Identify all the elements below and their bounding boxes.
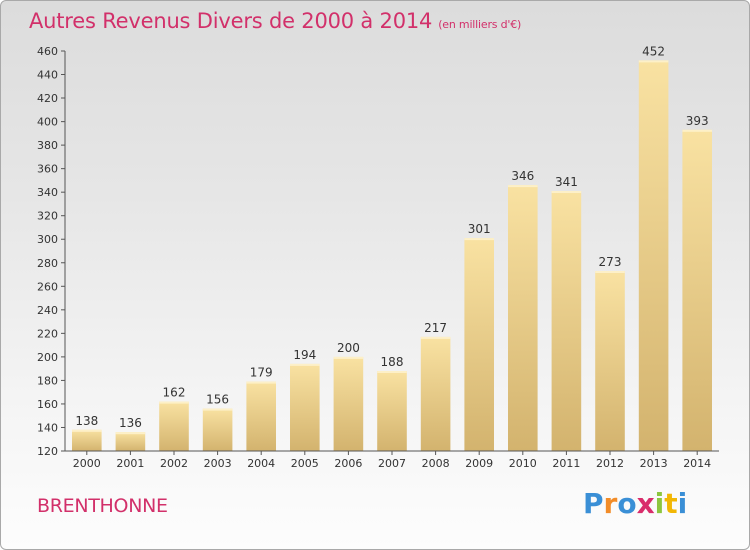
bar-top-highlight xyxy=(595,271,625,273)
y-tick-label-220: 220 xyxy=(37,327,58,340)
bar-top-highlight xyxy=(377,371,407,373)
x-tick-label-2011: 2011 xyxy=(552,457,580,470)
bar-2012 xyxy=(595,271,625,451)
bar-2009 xyxy=(464,238,494,451)
x-tick-label-2000: 2000 xyxy=(73,457,101,470)
bar-top-highlight xyxy=(72,429,102,432)
bar-top-highlight xyxy=(333,356,364,359)
bar-top-highlight xyxy=(246,381,276,384)
bar-top-highlight xyxy=(638,60,669,63)
proxiti-logo: Proxiti xyxy=(583,487,687,520)
bar-top-highlight xyxy=(115,432,146,435)
x-tick-label-2012: 2012 xyxy=(596,457,624,470)
data-label-2010: 346 xyxy=(511,169,534,183)
x-tick-label-2002: 2002 xyxy=(160,457,188,470)
data-label-2006: 200 xyxy=(337,341,360,355)
bar-2005 xyxy=(290,363,320,451)
y-tick-label-180: 180 xyxy=(37,374,58,387)
bar-2010 xyxy=(508,185,538,451)
data-label-2013: 452 xyxy=(642,44,665,58)
bar-2008 xyxy=(420,336,451,451)
y-tick-label-260: 260 xyxy=(37,280,58,293)
bar-top-highlight xyxy=(464,238,494,241)
bars-layer: 138 136 162 156 179 194 200 188 217 301 346 341 273 4… xyxy=(72,44,712,452)
bar-top-highlight xyxy=(682,129,712,132)
y-tick-label-340: 340 xyxy=(37,186,58,199)
x-tick-label-2013: 2013 xyxy=(640,457,668,470)
bar-top-highlight xyxy=(420,336,451,339)
x-tick-label-2009: 2009 xyxy=(465,457,493,470)
bar-2013 xyxy=(638,60,669,452)
y-tick-label-380: 380 xyxy=(37,139,58,152)
y-tick-label-420: 420 xyxy=(37,92,58,105)
bar-2002 xyxy=(159,401,189,451)
data-label-2007: 188 xyxy=(381,355,404,369)
data-label-2012: 273 xyxy=(599,255,622,269)
data-label-2005: 194 xyxy=(293,348,316,362)
x-tick-label-2001: 2001 xyxy=(116,457,144,470)
x-tick-label-2003: 2003 xyxy=(204,457,232,470)
y-tick-label-300: 300 xyxy=(37,233,58,246)
logo-letter: i xyxy=(677,487,688,520)
y-tick-label-280: 280 xyxy=(37,257,58,270)
chart-subtitle: (en milliers d'€) xyxy=(438,18,522,31)
bar-2001 xyxy=(115,432,146,451)
x-tick-label-2005: 2005 xyxy=(291,457,319,470)
bar-2003 xyxy=(202,408,233,451)
data-label-2002: 162 xyxy=(163,386,186,400)
logo-letter: x xyxy=(636,487,655,520)
bar-top-highlight xyxy=(508,185,538,188)
y-tick-label-200: 200 xyxy=(37,351,58,364)
bar-2006 xyxy=(333,356,364,451)
x-tick-label-2007: 2007 xyxy=(378,457,406,470)
data-label-2004: 179 xyxy=(250,366,273,380)
data-label-2011: 341 xyxy=(555,175,578,189)
chart-title: Autres Revenus Divers de 2000 à 2014 (en … xyxy=(29,9,521,33)
x-tick-label-2014: 2014 xyxy=(683,457,711,470)
bar-2014 xyxy=(682,129,712,452)
data-label-2000: 138 xyxy=(75,414,98,428)
data-label-2009: 301 xyxy=(468,222,491,236)
bar-2000 xyxy=(72,429,102,451)
logo-letter: r xyxy=(603,487,618,520)
y-tick-label-460: 460 xyxy=(37,45,58,58)
x-tick-label-2008: 2008 xyxy=(422,457,450,470)
bar-2011 xyxy=(551,191,582,451)
y-tick-label-400: 400 xyxy=(37,116,58,129)
data-label-2003: 156 xyxy=(206,393,229,407)
bar-top-highlight xyxy=(202,408,233,411)
location-label: BRENTHONNE xyxy=(37,495,168,517)
data-label-2001: 136 xyxy=(119,416,142,430)
bar-top-highlight xyxy=(551,191,582,193)
bar-top-highlight xyxy=(290,363,320,366)
x-tick-label-2010: 2010 xyxy=(509,457,537,470)
logo-letter: P xyxy=(583,487,604,520)
logo-letter: o xyxy=(617,487,637,520)
data-label-2014: 393 xyxy=(686,114,709,128)
bar-2007 xyxy=(377,371,407,451)
bar-2004 xyxy=(246,381,276,451)
y-tick-label-360: 360 xyxy=(37,163,58,176)
y-tick-label-160: 160 xyxy=(37,398,58,411)
logo-letter: t xyxy=(664,487,678,520)
y-tick-label-440: 440 xyxy=(37,69,58,82)
logo-letter: i xyxy=(654,487,665,520)
y-tick-label-320: 320 xyxy=(37,210,58,223)
axes: 2000 2001 2002 2003 2004 2005 2006 2007 2008 2009… xyxy=(37,45,719,470)
y-tick-label-240: 240 xyxy=(37,304,58,317)
x-tick-label-2006: 2006 xyxy=(334,457,362,470)
bar-top-highlight xyxy=(159,401,189,404)
x-tick-label-2004: 2004 xyxy=(247,457,275,470)
y-tick-label-120: 120 xyxy=(37,445,58,458)
data-label-2008: 217 xyxy=(424,321,447,335)
chart-title-text: Autres Revenus Divers de 2000 à 2014 xyxy=(29,9,433,33)
y-tick-label-140: 140 xyxy=(37,422,58,435)
